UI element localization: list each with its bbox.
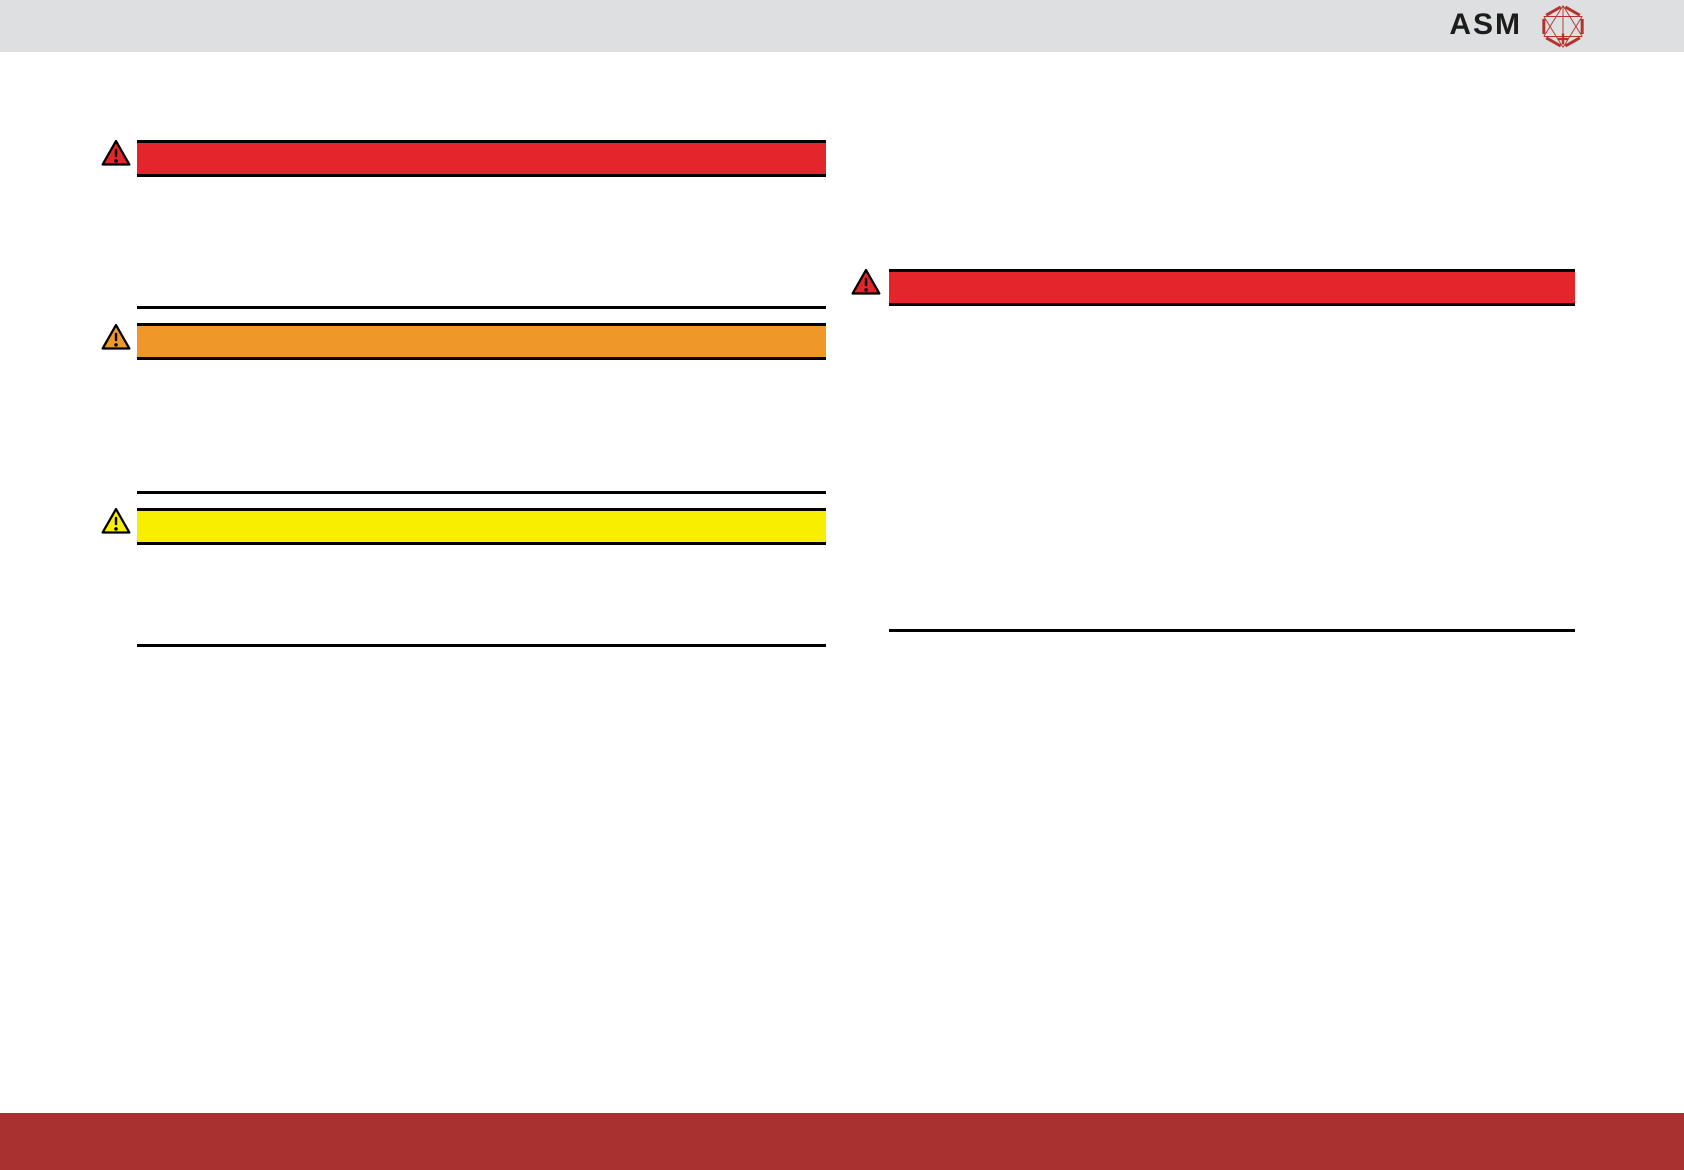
banner-danger-left [137, 140, 826, 177]
banner-warning-left [137, 323, 826, 360]
banner-danger-right [889, 269, 1575, 306]
brand-wordmark: ASM [1449, 8, 1522, 41]
footer-bar [0, 1113, 1684, 1170]
header-bar: ASM [0, 0, 1684, 52]
section-rule [137, 306, 826, 309]
asm-polyhedron-logo-icon [1542, 4, 1584, 48]
warning-triangle-icon [101, 507, 131, 534]
warning-triangle-icon [101, 139, 131, 166]
banner-caution-left [137, 508, 826, 545]
section-rule [137, 491, 826, 494]
warning-triangle-icon [851, 268, 881, 295]
section-rule [137, 644, 826, 647]
brand-block: ASM [1449, 0, 1588, 52]
warning-triangle-icon [101, 323, 131, 350]
section-rule [889, 629, 1575, 632]
